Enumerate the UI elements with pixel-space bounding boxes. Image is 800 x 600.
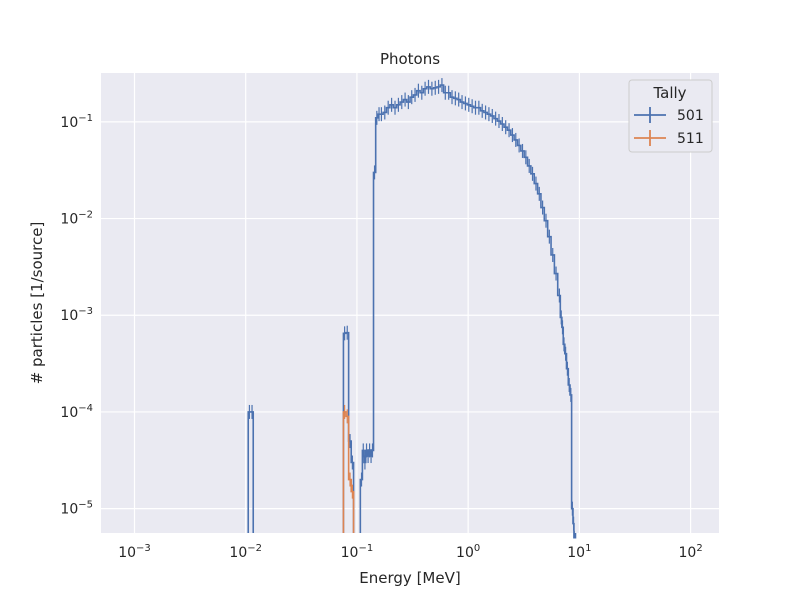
x-axis-label: Energy [MeV]: [359, 569, 460, 587]
y-tick-label: 10−3: [60, 306, 93, 324]
legend-label-501: 501: [677, 108, 704, 124]
y-tick-labels: 10−5 10−4 10−3 10−2 10−1: [60, 113, 93, 518]
legend-label-511: 511: [677, 131, 704, 147]
series-layer: [247, 78, 577, 539]
series-501: [247, 78, 577, 539]
x-tick-label: 100: [456, 543, 480, 561]
x-tick-label: 10−1: [341, 543, 374, 561]
x-tick-label: 102: [679, 543, 703, 561]
chart-title: Photons: [380, 50, 440, 68]
y-tick-label: 10−5: [60, 500, 93, 518]
legend-title: Tally: [652, 84, 686, 102]
x-tick-label: 10−2: [229, 543, 262, 561]
x-tick-label: 101: [567, 543, 591, 561]
y-tick-label: 10−2: [60, 210, 93, 228]
plot-background: [101, 73, 719, 533]
step-line: [247, 411, 255, 533]
y-tick-label: 10−1: [60, 113, 93, 131]
y-tick-label: 10−4: [60, 403, 93, 421]
series-511: [342, 404, 355, 533]
x-tick-labels: 10−3 10−2 10−1 100 101 102: [118, 543, 703, 561]
y-axis-label: # particles [1/source]: [28, 222, 46, 385]
x-tick-label: 10−3: [118, 543, 151, 561]
